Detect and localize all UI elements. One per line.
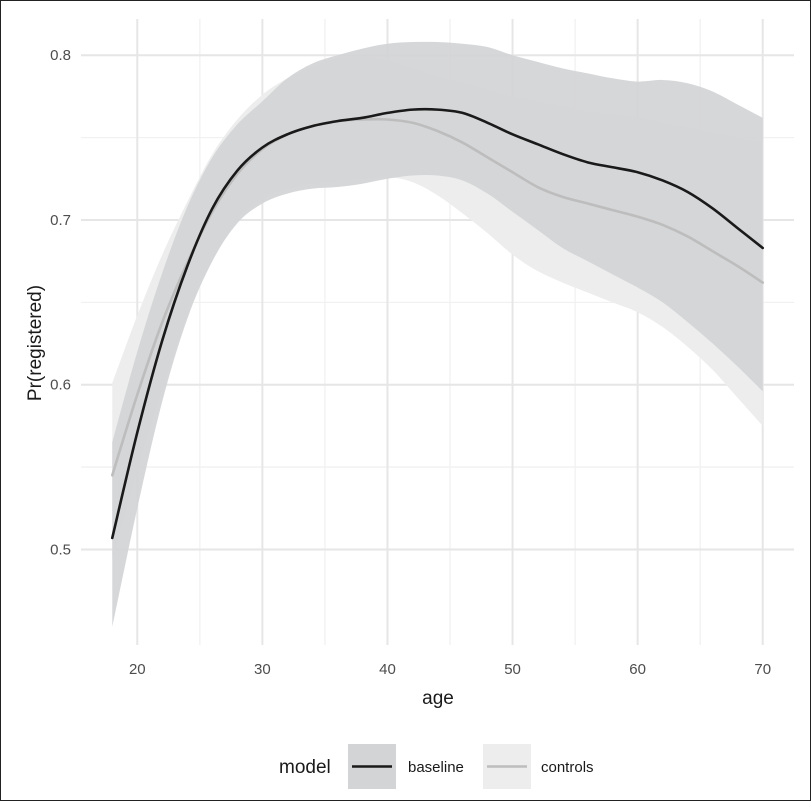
x-tick-label: 40 — [379, 661, 396, 678]
legend-key-controls — [483, 744, 531, 789]
legend-label-baseline: baseline — [408, 759, 464, 776]
x-tick-label: 70 — [754, 661, 771, 678]
x-tick-label: 20 — [129, 661, 146, 678]
x-tick-label: 30 — [254, 661, 271, 678]
x-tick-labels: 20 30 40 50 60 70 — [129, 661, 771, 678]
ribbon-baseline — [112, 41, 763, 627]
y-tick-label: 0.8 — [50, 47, 71, 64]
y-tick-labels: 0.5 0.6 0.7 0.8 — [50, 47, 71, 558]
y-tick-label: 0.7 — [50, 212, 71, 229]
confidence-ribbons — [112, 41, 763, 627]
legend-key-baseline — [348, 744, 396, 789]
line-controls — [110, 117, 765, 477]
legend-title: model — [279, 757, 331, 778]
y-axis-title: Pr(registered) — [25, 285, 46, 401]
x-tick-label: 60 — [629, 661, 646, 678]
legend-label-controls: controls — [541, 759, 594, 776]
y-tick-label: 0.6 — [50, 377, 71, 394]
x-tick-label: 50 — [504, 661, 521, 678]
y-tick-label: 0.5 — [50, 541, 71, 558]
x-axis-title: age — [422, 688, 454, 709]
legend: model baseline controls — [279, 744, 594, 789]
series-lines — [110, 107, 765, 540]
line-baseline — [110, 107, 765, 540]
